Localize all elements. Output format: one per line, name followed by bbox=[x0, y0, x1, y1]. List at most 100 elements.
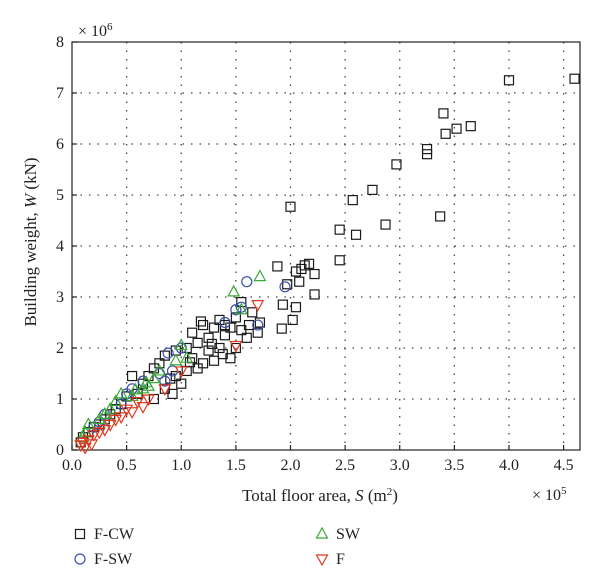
point-f-cw bbox=[236, 297, 247, 308]
point-f-cw bbox=[347, 195, 358, 206]
point-sw bbox=[98, 407, 112, 419]
y-axis-multiplier: × 106 bbox=[78, 21, 113, 40]
legend-marker bbox=[315, 554, 329, 567]
point-f-cw bbox=[334, 255, 345, 266]
point-f-cw bbox=[206, 338, 217, 350]
legend-item-f-cw: F-CW bbox=[74, 526, 135, 543]
point-f bbox=[251, 300, 265, 312]
point-f-sw bbox=[279, 281, 291, 293]
plot-frame bbox=[71, 41, 581, 451]
point-f-cw bbox=[569, 73, 580, 84]
legend-item-f-sw: F-SW bbox=[74, 551, 133, 568]
point-f-sw bbox=[230, 304, 242, 316]
legend-item-sw: SW bbox=[315, 526, 361, 543]
point-sw bbox=[128, 382, 142, 395]
point-f-cw bbox=[451, 123, 462, 134]
x-axis-label: Total floor area, S (m2) bbox=[242, 486, 398, 505]
point-f-sw bbox=[252, 319, 264, 331]
point-f-cw bbox=[208, 322, 220, 333]
point-f-cw bbox=[277, 299, 288, 310]
point-f-cw bbox=[254, 317, 266, 328]
legend-label: F-CW bbox=[94, 526, 135, 543]
y-tick-label: 6 bbox=[56, 136, 64, 153]
point-f-sw bbox=[162, 347, 174, 359]
x-tick-label: 1.0 bbox=[171, 457, 191, 474]
point-f-cw bbox=[126, 370, 138, 382]
point-sw bbox=[114, 386, 128, 399]
point-sw bbox=[92, 412, 106, 424]
y-tick-label: 2 bbox=[56, 340, 64, 357]
point-f-cw bbox=[367, 184, 378, 195]
point-sw bbox=[234, 302, 248, 315]
x-tick-label: 3.0 bbox=[390, 457, 410, 474]
point-f bbox=[92, 427, 106, 440]
point-f-cw bbox=[176, 378, 187, 389]
point-f-cw bbox=[276, 323, 287, 334]
point-f bbox=[136, 402, 150, 414]
point-f-cw bbox=[334, 224, 345, 235]
legend-label: F bbox=[336, 551, 345, 568]
y-tick-label: 1 bbox=[56, 391, 64, 408]
point-f-sw bbox=[235, 301, 247, 313]
point-f-cw bbox=[421, 149, 433, 160]
point-sw bbox=[169, 353, 183, 366]
point-f-cw bbox=[167, 388, 178, 399]
point-f-cw bbox=[440, 128, 451, 139]
point-f bbox=[229, 340, 243, 353]
y-tick-label: 7 bbox=[56, 85, 64, 102]
point-f bbox=[120, 404, 134, 417]
x-axis-multiplier: × 105 bbox=[532, 485, 567, 504]
y-axis-label: Building weight, W (kN) bbox=[21, 157, 40, 326]
point-f bbox=[85, 439, 99, 452]
point-sw bbox=[180, 350, 194, 363]
point-f-cw bbox=[219, 330, 231, 341]
legend-item-f: F bbox=[315, 551, 345, 568]
point-f-cw bbox=[503, 75, 515, 86]
point-f-cw bbox=[192, 363, 203, 374]
legend-marker bbox=[315, 526, 329, 539]
point-f-cw bbox=[294, 276, 305, 287]
point-f-cw bbox=[296, 263, 307, 275]
point-f bbox=[98, 425, 112, 437]
legend-label: F-SW bbox=[94, 551, 133, 568]
point-sw bbox=[139, 375, 153, 388]
point-f-cw bbox=[465, 121, 476, 132]
point-f-cw bbox=[241, 332, 252, 343]
point-f-cw bbox=[247, 307, 258, 318]
point-f-cw bbox=[282, 279, 293, 290]
point-f-cw bbox=[391, 159, 402, 170]
x-tick-label: 2.0 bbox=[280, 457, 300, 474]
x-tick-label: 4.0 bbox=[499, 457, 519, 474]
point-f-sw bbox=[159, 375, 171, 387]
point-f-cw bbox=[252, 327, 263, 338]
point-f-cw bbox=[303, 258, 315, 269]
y-tick-label: 0 bbox=[56, 442, 64, 459]
point-f-cw bbox=[290, 302, 302, 313]
axis-ticks: 0.0 0.5 1.0 1.5 2.0 2.5 3.0 3.5 4.0 4.5 0 1 2 3 4 5 6 7 8 bbox=[56, 34, 574, 474]
point-f-cw bbox=[192, 337, 203, 348]
point-f-cw bbox=[203, 345, 214, 356]
y-tick-label: 3 bbox=[56, 289, 64, 306]
point-f-cw bbox=[195, 316, 207, 327]
point-f-cw bbox=[197, 319, 209, 331]
legend-label: SW bbox=[336, 526, 361, 543]
point-f-cw bbox=[380, 219, 391, 230]
x-tick-label: 1.5 bbox=[226, 457, 246, 474]
point-sw bbox=[103, 401, 117, 414]
point-sw bbox=[253, 269, 267, 282]
point-f-sw bbox=[241, 276, 253, 288]
x-tick-label: 4.5 bbox=[554, 457, 574, 474]
point-f-sw bbox=[88, 421, 100, 433]
x-tick-label: 0.0 bbox=[62, 457, 82, 474]
grid bbox=[72, 42, 580, 450]
point-f-cw bbox=[285, 201, 296, 212]
point-f-sw bbox=[219, 316, 231, 329]
point-f-cw bbox=[154, 358, 165, 369]
series-sw bbox=[76, 269, 267, 442]
point-f-cw bbox=[203, 332, 214, 343]
point-f-cw bbox=[165, 373, 176, 384]
point-f-cw bbox=[159, 350, 170, 361]
point-f-cw bbox=[309, 268, 320, 280]
point-f-cw bbox=[208, 355, 220, 366]
point-f-cw bbox=[438, 108, 449, 119]
